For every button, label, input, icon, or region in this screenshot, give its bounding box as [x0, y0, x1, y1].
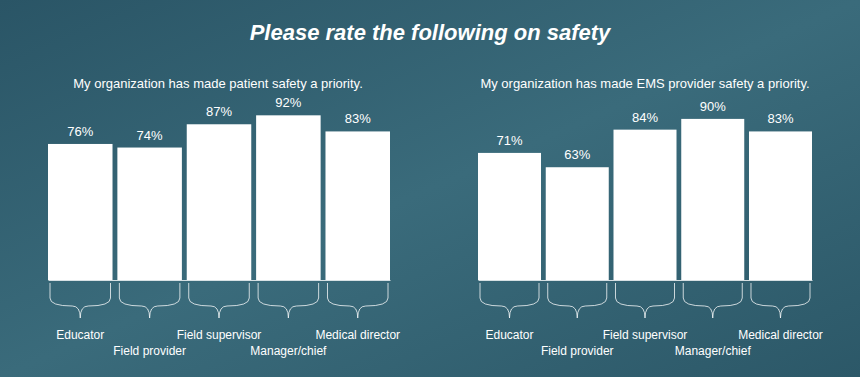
bars	[48, 115, 390, 280]
brace	[258, 283, 319, 318]
bars	[478, 119, 812, 280]
data-label: 74%	[137, 128, 163, 143]
tick-label: Field provider	[113, 344, 186, 358]
x-axis: Educator Field provider Field supervisor Ma…	[479, 281, 823, 358]
bar	[749, 131, 812, 280]
x-axis: Educator Field provider Field supervisor Ma…	[49, 281, 401, 358]
brace	[480, 283, 539, 318]
bar	[681, 119, 744, 280]
data-label: 83%	[345, 111, 371, 126]
main-title: Please rate the following on safety	[250, 20, 612, 45]
chart-title: My organization has made patient safety …	[73, 76, 363, 91]
chart-title: My organization has made EMS provider sa…	[480, 76, 809, 91]
tick-label: Field supervisor	[603, 328, 688, 342]
tick-label: Field provider	[541, 344, 614, 358]
brace	[548, 283, 607, 318]
tick-label: Educator	[56, 328, 104, 342]
data-label: 63%	[564, 147, 590, 162]
tick: Medical director	[738, 328, 823, 342]
tick: Manager/chief	[250, 344, 327, 358]
data-labels: 76% 74% 87% 92% 83%	[67, 95, 371, 142]
tick-label: Medical director	[738, 328, 823, 342]
data-labels: 71% 63% 84% 90% 83%	[496, 99, 793, 162]
data-label: 71%	[496, 133, 522, 148]
chart-panel: My organization has made patient safety …	[48, 76, 400, 358]
tick: Educator	[56, 328, 104, 342]
brace	[615, 283, 674, 318]
braces	[50, 283, 388, 318]
tick: Field supervisor	[603, 328, 688, 342]
tick: Medical director	[315, 328, 400, 342]
bar	[256, 115, 321, 280]
background	[0, 0, 860, 377]
brace	[119, 283, 180, 318]
bar	[187, 124, 252, 280]
data-label: 76%	[67, 124, 93, 139]
data-label: 90%	[700, 99, 726, 114]
tick-label: Manager/chief	[250, 344, 327, 358]
tick: Educator	[485, 328, 533, 342]
brace	[50, 283, 111, 318]
braces	[480, 283, 810, 318]
tick: Field supervisor	[177, 328, 262, 342]
tick: Field provider	[541, 344, 614, 358]
bar	[325, 131, 390, 280]
data-label: 92%	[275, 95, 301, 110]
data-label: 87%	[206, 104, 232, 119]
bar	[478, 153, 541, 280]
tick-label: Field supervisor	[177, 328, 262, 342]
axis-line	[479, 280, 813, 281]
bar	[117, 148, 182, 280]
bar	[613, 130, 676, 280]
tick: Manager/chief	[675, 344, 752, 358]
tick-label: Medical director	[315, 328, 400, 342]
chart-panel: My organization has made EMS provider sa…	[478, 76, 823, 358]
brace	[751, 283, 810, 318]
bar	[48, 144, 113, 280]
tick-label: Manager/chief	[675, 344, 752, 358]
data-label: 83%	[767, 111, 793, 126]
chart-canvas: Please rate the following on safety My or…	[0, 0, 860, 377]
axis-line	[49, 280, 391, 281]
tick: Field provider	[113, 344, 186, 358]
data-label: 84%	[632, 110, 658, 125]
brace	[683, 283, 742, 318]
brace	[189, 283, 250, 318]
brace	[327, 283, 388, 318]
tick-label: Educator	[485, 328, 533, 342]
bar	[546, 167, 609, 280]
